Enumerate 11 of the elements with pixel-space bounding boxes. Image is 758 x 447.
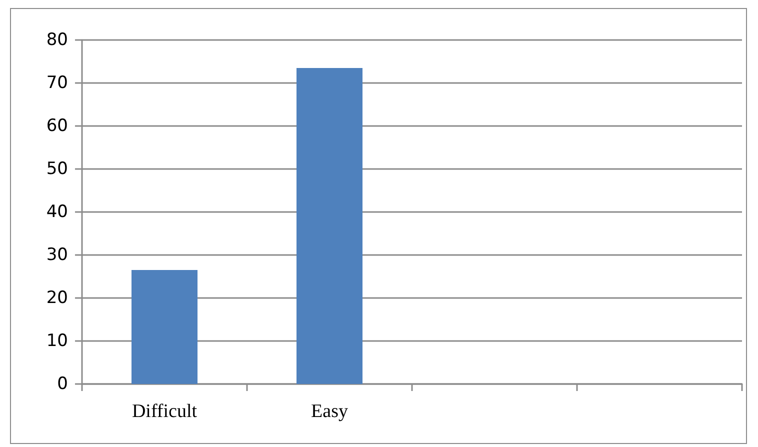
y-tick-label: 70 [46, 73, 68, 93]
y-tick-label: 20 [46, 288, 68, 308]
y-tick-label: 50 [46, 159, 68, 179]
y-tick-label: 0 [57, 374, 68, 394]
y-tick-label: 60 [46, 116, 68, 136]
x-tick-label: Difficult [132, 401, 198, 422]
y-tick-label: 40 [46, 202, 68, 222]
y-tick-label: 10 [46, 331, 68, 351]
y-tick-label: 30 [46, 245, 68, 265]
x-tick-label: Easy [311, 401, 348, 422]
y-tick-label: 80 [46, 30, 68, 50]
